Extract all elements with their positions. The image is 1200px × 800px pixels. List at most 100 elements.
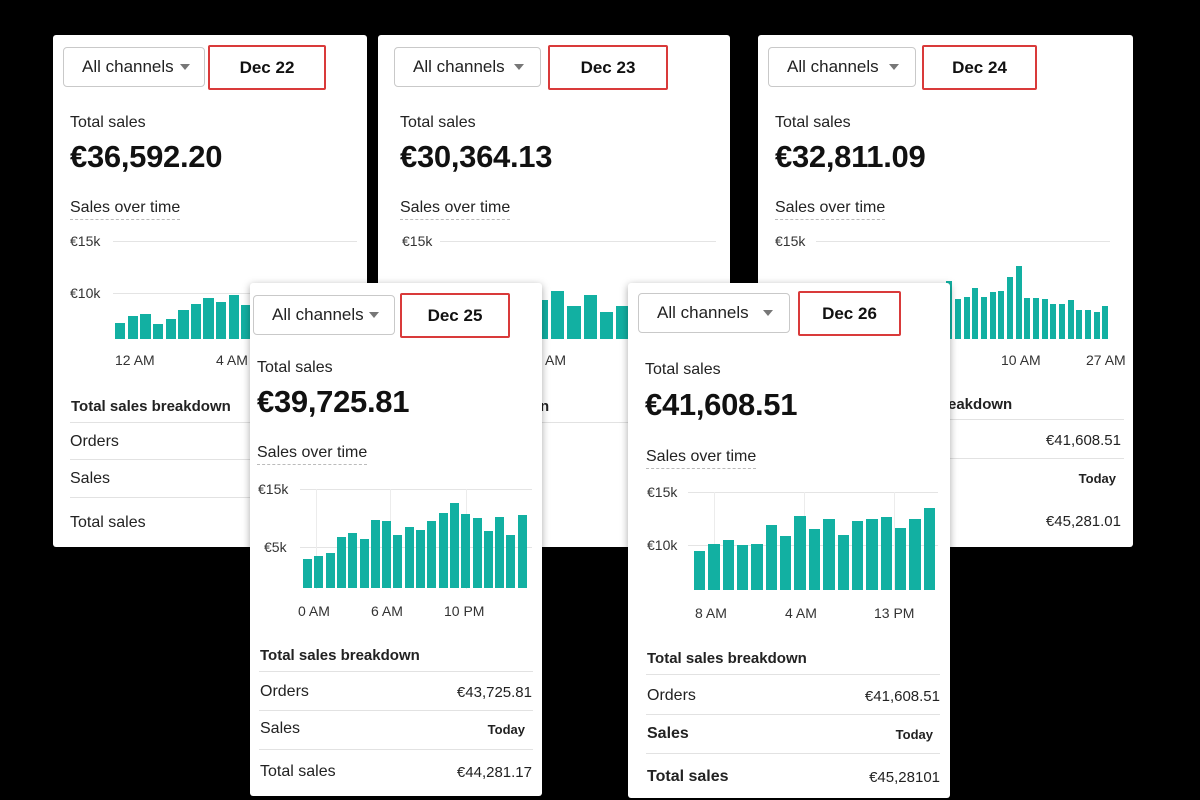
divider: [646, 714, 940, 715]
breakdown-row-label: Total sales: [647, 768, 729, 785]
date-button[interactable]: Dec 23: [548, 45, 668, 90]
divider: [646, 753, 940, 754]
chart-bar: [517, 514, 527, 588]
chart-bar: [583, 294, 597, 339]
breakdown-row-value: €45,281.01: [1045, 513, 1121, 530]
chart-bar: [551, 290, 565, 339]
chart-bar: [866, 518, 878, 590]
chart-bar: [808, 528, 821, 590]
breakdown-title: n: [540, 398, 550, 415]
total-sales-value: €32,811.09: [775, 139, 926, 174]
divider: [70, 459, 350, 460]
chart-bar: [1085, 309, 1092, 339]
chevron-down-icon: [763, 310, 773, 316]
breakdown-title: eakdown: [948, 396, 1013, 413]
chart-bar: [152, 323, 164, 339]
total-sales-value: €30,364.13: [400, 139, 553, 174]
breakdown-title: Total sales breakdown: [260, 647, 420, 664]
divider: [70, 497, 350, 498]
grid-line: [688, 492, 938, 493]
grid-line: [316, 489, 317, 589]
chart-bar: [127, 316, 139, 339]
breakdown-row-label: Sales: [70, 470, 111, 487]
total-sales-label: Total sales: [70, 114, 146, 131]
chart-bar: [989, 291, 996, 339]
channel-select[interactable]: All channels: [63, 47, 205, 87]
divider: [259, 749, 533, 750]
channel-select[interactable]: All channels: [253, 295, 395, 335]
chart-bar: [694, 551, 706, 590]
chart-bar: [851, 520, 864, 590]
date-button[interactable]: Dec 25: [400, 293, 510, 338]
x-tick-label: 27 AM: [1086, 352, 1126, 368]
channel-select[interactable]: All channels: [638, 293, 790, 333]
y-tick-label: €15k: [70, 233, 101, 249]
chart-bar: [449, 502, 459, 588]
sales-card-dec-26: All channels Dec 26 Total sales €41,608.…: [628, 283, 950, 798]
divider: [646, 674, 940, 675]
channel-select-label: All channels: [787, 57, 879, 76]
x-tick-label: 4 AM: [216, 352, 248, 368]
sales-over-time-label: Sales over time: [257, 444, 368, 465]
chart-bar: [438, 513, 448, 588]
grid-line: [816, 241, 1110, 242]
sales-over-time-label: Sales over time: [775, 199, 886, 220]
chart-bar: [616, 306, 630, 339]
breakdown-row-label: Orders: [70, 433, 119, 450]
breakdown-row-value: Today: [1078, 471, 1116, 486]
total-sales-label: Total sales: [645, 361, 721, 378]
breakdown-row-value: €41,608.51: [864, 688, 940, 705]
breakdown-row-label: Sales: [260, 720, 301, 737]
chart-bar: [178, 309, 189, 339]
chevron-down-icon: [889, 64, 899, 70]
chart-bar: [416, 530, 426, 588]
chart-bar: [780, 535, 792, 590]
chart-bar: [348, 532, 358, 588]
chart-bar: [880, 516, 892, 590]
channel-select[interactable]: All channels: [394, 47, 541, 87]
date-button[interactable]: Dec 24: [922, 45, 1037, 90]
chevron-down-icon: [514, 64, 524, 70]
total-sales-label: Total sales: [775, 114, 851, 131]
x-tick-label: 8 AM: [695, 605, 727, 621]
chart-bar: [1015, 265, 1022, 339]
y-tick-label: €10k: [70, 285, 101, 301]
channel-select[interactable]: All channels: [768, 47, 916, 87]
y-tick-label: €10k: [647, 537, 678, 553]
grid-line: [300, 489, 532, 490]
chart-bar: [228, 294, 240, 339]
breakdown-row-label: Total sales: [260, 763, 336, 780]
date-button[interactable]: Dec 22: [208, 45, 326, 90]
total-sales-label: Total sales: [257, 359, 333, 376]
y-tick-label: €15k: [647, 484, 678, 500]
chart-bar: [1024, 298, 1031, 339]
grid-line: [113, 293, 357, 294]
date-button[interactable]: Dec 26: [798, 291, 901, 336]
y-tick-label: €15k: [775, 233, 806, 249]
total-sales-label: Total sales: [400, 114, 476, 131]
breakdown-row-label: Sales: [647, 725, 689, 742]
sales-card-dec-25: All channels Dec 25 Total sales €39,725.…: [250, 283, 542, 796]
chart-bar: [325, 553, 335, 588]
chart-bar: [314, 556, 324, 588]
chevron-down-icon: [369, 312, 379, 318]
chart-bar: [972, 288, 979, 339]
grid-line: [113, 241, 357, 242]
breakdown-row-value: €41,608.51: [1045, 432, 1121, 449]
total-sales-value: €41,608.51: [645, 387, 798, 422]
divider: [259, 671, 533, 672]
sales-over-time-label: Sales over time: [400, 199, 511, 220]
chart-bar: [336, 537, 346, 588]
x-tick-label: 13 PM: [874, 605, 915, 621]
breakdown-title: Total sales breakdown: [71, 398, 231, 415]
chevron-down-icon: [180, 64, 190, 70]
chart-bar: [998, 290, 1005, 339]
x-tick-label: 4 AM: [785, 605, 817, 621]
channel-select-label: All channels: [657, 303, 749, 322]
chart-bar: [404, 527, 414, 588]
chart-bar: [1102, 305, 1109, 339]
divider: [948, 419, 1124, 420]
sales-over-time-label: Sales over time: [70, 199, 181, 220]
chart-bar: [461, 514, 471, 588]
chart-bar: [303, 558, 313, 588]
